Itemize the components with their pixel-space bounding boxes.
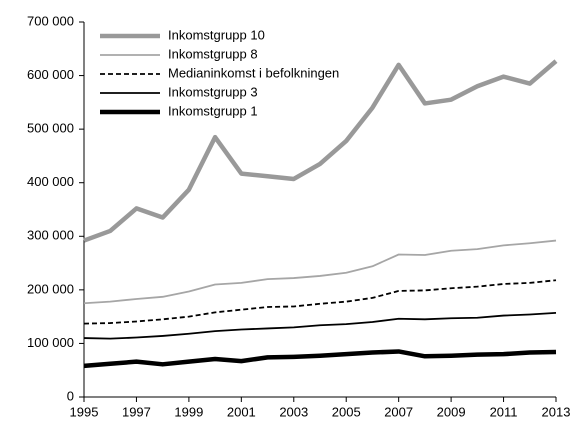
y-tick-label: 0: [67, 388, 74, 403]
y-tick-label: 700 000: [27, 13, 74, 28]
x-tick-label: 2007: [384, 404, 413, 419]
x-tick-label: 1999: [174, 404, 203, 419]
series-line: [83, 349, 557, 369]
y-tick-label: 600 000: [27, 67, 74, 82]
y-tick-label: 500 000: [27, 121, 74, 136]
x-tick-label: 2005: [332, 404, 361, 419]
x-tick-label: 2009: [437, 404, 466, 419]
series-line: [83, 311, 557, 340]
y-tick-label: 200 000: [27, 281, 74, 296]
series-line: [83, 59, 558, 243]
x-tick-label: 2013: [542, 404, 571, 419]
legend-label: Medianinkomst i befolkningen: [168, 65, 339, 80]
y-tick-label: 400 000: [27, 174, 74, 189]
y-tick-label: 300 000: [27, 228, 74, 243]
series-line: [83, 279, 557, 325]
legend-label: Inkomstgrupp 3: [168, 84, 258, 99]
x-tick-label: 1995: [70, 404, 99, 419]
x-tick-label: 1997: [122, 404, 151, 419]
series-line: [83, 239, 557, 305]
x-tick-label: 2001: [227, 404, 256, 419]
x-tick-label: 2003: [279, 404, 308, 419]
legend-label: Inkomstgrupp 10: [168, 27, 265, 42]
x-tick-label: 2011: [490, 404, 518, 419]
legend-label: Inkomstgrupp 1: [168, 103, 258, 118]
y-tick-label: 100 000: [27, 335, 74, 350]
legend-label: Inkomstgrupp 8: [168, 46, 258, 61]
